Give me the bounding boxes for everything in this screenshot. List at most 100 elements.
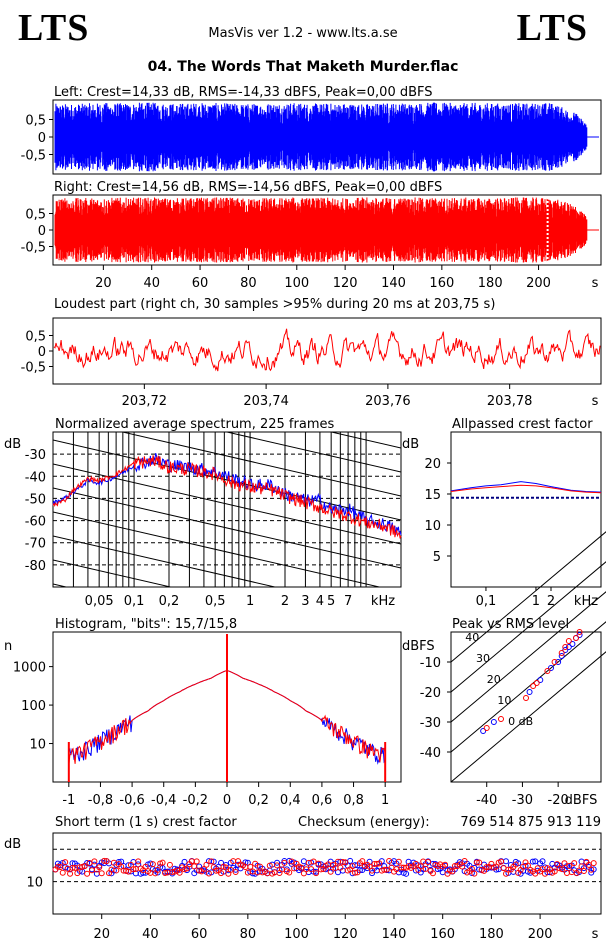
stc-point-right <box>247 863 254 870</box>
stc-point-right <box>54 863 61 870</box>
crest-series-right <box>450 484 602 494</box>
pvr-xlabel: dBFS <box>565 793 598 808</box>
pvr-point-right <box>530 683 537 689</box>
stc-point-right <box>135 858 142 865</box>
pvr-point-right <box>544 668 551 674</box>
spectrum-ytick-label: -30 <box>25 448 46 463</box>
stc-point-right <box>541 870 548 877</box>
stc-point-right <box>149 861 156 868</box>
stc-xtick-label: 180 <box>479 927 504 942</box>
stc-point-left <box>276 867 283 874</box>
loudest-part-title: Loudest part (right ch, 30 samples >95% … <box>54 297 495 312</box>
pvr-ytick-label: -30 <box>420 716 441 731</box>
crest-xtick-label: 1 <box>532 594 540 609</box>
stc-point-right <box>588 866 595 873</box>
loudest-ytick-label: 0,5 <box>25 330 46 345</box>
stc-point-right <box>62 859 69 866</box>
stc-point-right <box>468 865 475 872</box>
crest-ytick-label: 5 <box>433 550 441 565</box>
crest-ytick-label: 20 <box>424 457 441 472</box>
pvr-crest-label: 20 <box>487 673 501 686</box>
pvr-point-left <box>576 632 583 638</box>
stc-point-right <box>113 867 120 874</box>
pvr-crest-label: 0 dB <box>508 715 533 728</box>
right-waveform-xtick-label: 20 <box>95 276 112 291</box>
pvr-crest-line <box>450 531 606 663</box>
stc-point-left <box>412 867 419 874</box>
pvr-point-right <box>483 725 490 731</box>
stc-point-left <box>403 870 410 877</box>
stc-point-right <box>183 865 190 872</box>
stc-xunit: s <box>592 927 599 942</box>
spectrum-slope <box>53 463 401 545</box>
stc-xtick-label: 140 <box>382 927 407 942</box>
pvr-point-left <box>548 665 554 671</box>
stc-point-right <box>101 857 108 864</box>
spectrum-series-left <box>52 452 402 536</box>
left-waveform-trace <box>54 102 588 172</box>
logo-left: LTS <box>18 7 90 49</box>
stc-point-right <box>208 858 215 865</box>
stc-point-right <box>96 864 103 871</box>
spectrum-slope <box>53 320 401 400</box>
stc-point-right <box>125 868 132 875</box>
loudest-xtick-label: 203,72 <box>122 394 168 409</box>
loudest-ytick-label: 0 <box>38 345 46 360</box>
app-version: MasVis ver 1.2 - www.lts.a.se <box>208 26 398 41</box>
right-waveform-trace <box>54 197 588 263</box>
pvr-point-left <box>569 641 576 647</box>
stc-point-left <box>529 858 536 865</box>
stc-point-right <box>81 863 88 870</box>
pvr-point-left <box>526 689 533 695</box>
stc-point-right <box>395 858 402 865</box>
stc-xtick-label: 20 <box>93 927 110 942</box>
loudest-ytick-label: -0,5 <box>21 361 46 376</box>
stc-point-right <box>471 870 478 877</box>
pvr-point-right <box>562 644 569 650</box>
stc-point-right <box>376 860 383 867</box>
pvr-ytick-label: -20 <box>420 686 441 701</box>
spectrum-slope <box>120 432 401 497</box>
stc-point-right <box>98 870 105 877</box>
stc-point-right <box>354 869 361 876</box>
stc-point-right <box>203 861 210 868</box>
stc-point-right <box>317 866 324 873</box>
histogram-ytick-label: 1000 <box>13 661 46 676</box>
histogram-xtick-label: 0,4 <box>280 793 301 808</box>
spectrum-xtick-label: 4 <box>316 594 324 609</box>
pvr-point-right <box>573 635 579 641</box>
right-waveform-xtick-label: 100 <box>284 276 309 291</box>
spectrum-xtick-label: 7 <box>344 594 352 609</box>
stc-point-right <box>67 870 74 877</box>
histogram-xtick-label: 0,8 <box>343 793 364 808</box>
stc-point-right <box>74 870 81 877</box>
pvr-crest-label: 30 <box>476 652 490 665</box>
spectrum-xtick-label: 0,2 <box>159 594 180 609</box>
crest-ytick-label: 10 <box>424 519 441 534</box>
right-waveform-xtick-label: 180 <box>478 276 503 291</box>
stc-point-left <box>369 870 376 877</box>
spectrum-xtick-label: 0,1 <box>124 594 145 609</box>
stc-point-right <box>327 868 334 875</box>
histogram-xtick-label: -0,2 <box>183 793 208 808</box>
stc-point-right <box>551 868 558 875</box>
histogram-ytick-label: 10 <box>29 738 46 753</box>
stc-xtick-label: 60 <box>191 927 208 942</box>
stc-point-right <box>373 860 380 867</box>
loudest-xtick-label: 203,76 <box>365 394 411 409</box>
right-waveform-xtick-label: 140 <box>381 276 406 291</box>
stc-point-right <box>176 869 183 876</box>
track-title: 04. The Words That Maketh Murder.flac <box>147 59 459 75</box>
stc-point-right <box>232 869 239 876</box>
stc-point-right <box>498 858 505 865</box>
pvr-xtick-label: -30 <box>512 793 533 808</box>
crest-ytick-label: 15 <box>424 488 441 503</box>
stc-point-right <box>449 868 456 875</box>
histogram-ytick-label: 100 <box>21 699 46 714</box>
pvr-point-right <box>551 659 558 665</box>
pvr-xtick-label: -40 <box>476 793 497 808</box>
pvr-point-right <box>523 695 529 701</box>
spectrum-title: Normalized average spectrum, 225 frames <box>55 417 334 432</box>
stc-ytick-label: 10 <box>26 876 43 891</box>
spectrum-xtick-label: 3 <box>301 594 309 609</box>
